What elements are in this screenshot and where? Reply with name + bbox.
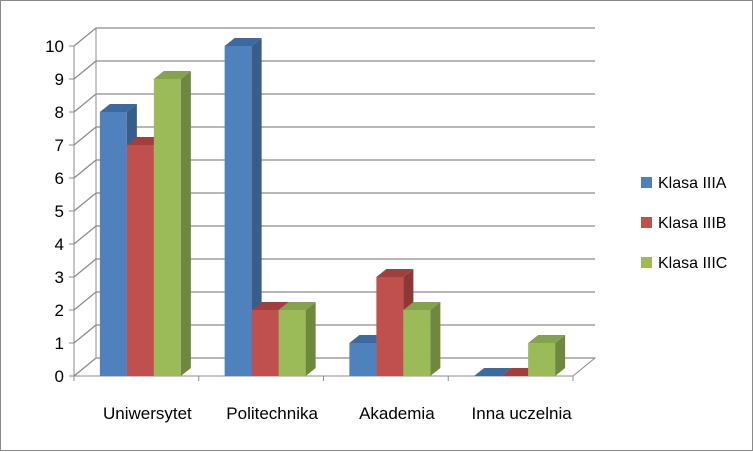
bar xyxy=(278,302,316,376)
bar xyxy=(474,368,512,376)
bar-top xyxy=(376,269,414,277)
legend-label: Klasa IIIA xyxy=(658,175,727,192)
bar-front xyxy=(251,310,279,376)
bar xyxy=(528,335,566,376)
bar-top xyxy=(403,302,441,310)
y-tick-label: 10 xyxy=(45,37,64,56)
x-tick-label: Inna uczelnia xyxy=(472,404,573,423)
x-tick-label: Akademia xyxy=(359,404,435,423)
y-tick-label: 2 xyxy=(55,301,64,320)
bar-front xyxy=(99,112,127,376)
x-tick-label: Uniwersytet xyxy=(103,404,192,423)
bar-front xyxy=(278,310,306,376)
y-tick-label: 0 xyxy=(55,367,64,386)
y-tick-label: 7 xyxy=(55,136,64,155)
gridline xyxy=(73,60,595,80)
gridline xyxy=(73,291,595,311)
bar-top xyxy=(153,71,191,79)
y-tick-label: 1 xyxy=(55,334,64,353)
y-tick-label: 8 xyxy=(55,103,64,122)
legend-label: Klasa IIIC xyxy=(658,255,727,272)
legend-label: Klasa IIIB xyxy=(658,215,726,232)
y-tick-label: 4 xyxy=(55,235,64,254)
bar-top xyxy=(278,302,316,310)
bar xyxy=(224,38,262,376)
bar-front xyxy=(528,343,556,376)
gridline xyxy=(73,225,595,245)
bar-front xyxy=(403,310,431,376)
gridline xyxy=(73,258,595,278)
y-tick-label: 9 xyxy=(55,70,64,89)
bar-side xyxy=(555,335,566,376)
bar-top xyxy=(99,104,137,112)
y-axis-ticks: 0 1 2 3 4 5 6 7 8 9 10 xyxy=(45,37,74,386)
bar-front xyxy=(349,343,377,376)
bar-side xyxy=(305,302,316,376)
x-axis-categories: Uniwersytet Politechnika Akademia Inna ucze… xyxy=(73,376,574,423)
legend-swatch xyxy=(641,177,652,188)
bar-front xyxy=(224,46,252,376)
bar-top xyxy=(251,302,289,310)
bar xyxy=(376,269,414,376)
bar-side xyxy=(430,302,441,376)
legend-swatch xyxy=(641,257,652,268)
y-tick-label: 5 xyxy=(55,202,64,221)
bar xyxy=(403,302,441,376)
gridline xyxy=(73,27,595,47)
x-tick-label: Politechnika xyxy=(226,404,318,423)
bar-top xyxy=(224,38,262,46)
gridline xyxy=(73,93,595,113)
legend-swatch xyxy=(641,217,652,228)
gridlines xyxy=(73,27,595,377)
gridline xyxy=(73,192,595,212)
bar-side xyxy=(180,71,191,376)
bar-front xyxy=(376,277,404,376)
y-tick-label: 3 xyxy=(55,268,64,287)
bar xyxy=(153,71,191,376)
gridline xyxy=(73,159,595,179)
bar-front xyxy=(153,79,181,376)
bar-side xyxy=(251,38,262,376)
bar-top xyxy=(528,335,566,343)
bars xyxy=(99,38,566,376)
gridline xyxy=(73,126,595,146)
bar-top xyxy=(474,368,512,376)
bar-front xyxy=(126,145,154,376)
legend: Klasa IIIA Klasa IIIB Klasa IIIC xyxy=(641,175,727,272)
y-tick-label: 6 xyxy=(55,169,64,188)
